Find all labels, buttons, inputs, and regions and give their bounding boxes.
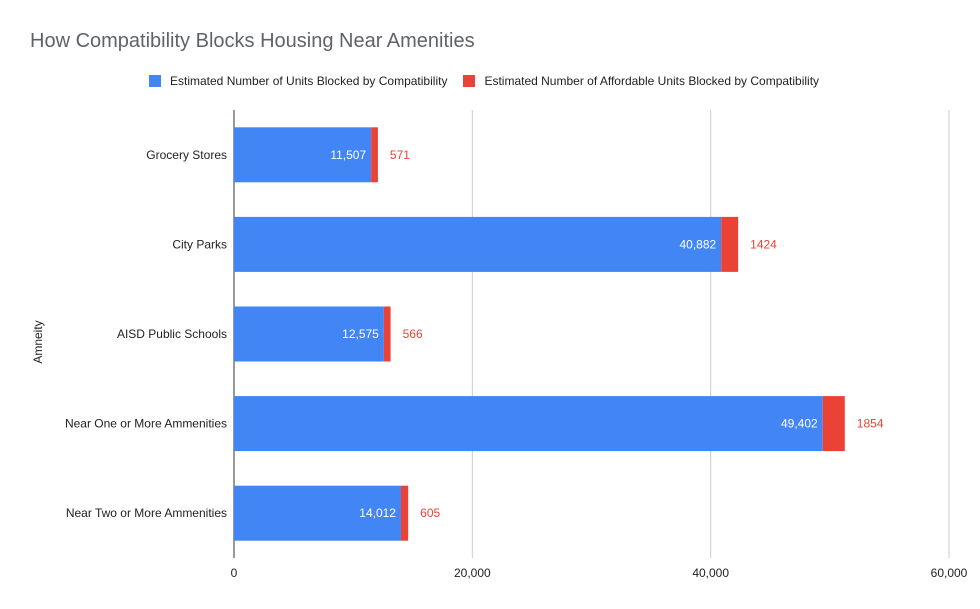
bar-units: [234, 485, 401, 541]
data-label-affordable: 605: [420, 506, 440, 520]
data-label-affordable: 566: [403, 327, 423, 341]
bar-units: [234, 127, 372, 183]
category-label: AISD Public Schools: [117, 327, 227, 341]
legend-swatch-units: [149, 75, 161, 87]
data-label-affordable: 1424: [750, 237, 777, 251]
legend-label-affordable: Estimated Number of Affordable Units Blo…: [484, 74, 820, 88]
data-label-units: 12,575: [342, 327, 379, 341]
x-tick-label: 40,000: [692, 566, 729, 580]
category-label: Near One or More Ammenities: [65, 417, 227, 431]
category-label: Grocery Stores: [146, 148, 227, 162]
legend-item-units: Estimated Number of Units Blocked by Com…: [149, 74, 447, 88]
legend: Estimated Number of Units Blocked by Com…: [149, 74, 835, 88]
data-label-affordable: 1854: [857, 417, 884, 431]
y-axis-title: Amneity: [31, 320, 45, 363]
bar-affordable: [822, 396, 845, 452]
category-label: Near Two or More Ammenities: [66, 506, 227, 520]
x-tick-label: 20,000: [454, 566, 491, 580]
bar-units: [234, 396, 823, 452]
legend-item-affordable: Estimated Number of Affordable Units Blo…: [463, 74, 819, 88]
data-label-units: 11,507: [330, 148, 366, 162]
bar-affordable: [721, 216, 739, 272]
x-tick-label: 60,000: [931, 566, 968, 580]
data-label-units: 14,012: [359, 506, 396, 520]
bar-affordable: [400, 485, 409, 541]
legend-label-units: Estimated Number of Units Blocked by Com…: [170, 74, 448, 88]
x-tick-label: 0: [231, 566, 238, 580]
data-label-units: 49,402: [781, 417, 818, 431]
legend-swatch-affordable: [463, 75, 476, 87]
chart-title: How Compatibility Blocks Housing Near Am…: [30, 30, 475, 52]
category-label: City Parks: [172, 237, 227, 251]
bar-affordable: [371, 127, 378, 183]
bar-units: [234, 306, 384, 362]
bar-affordable: [383, 306, 391, 362]
data-label-units: 40,882: [679, 237, 716, 251]
bar-units: [234, 216, 722, 272]
data-label-affordable: 571: [390, 148, 410, 162]
